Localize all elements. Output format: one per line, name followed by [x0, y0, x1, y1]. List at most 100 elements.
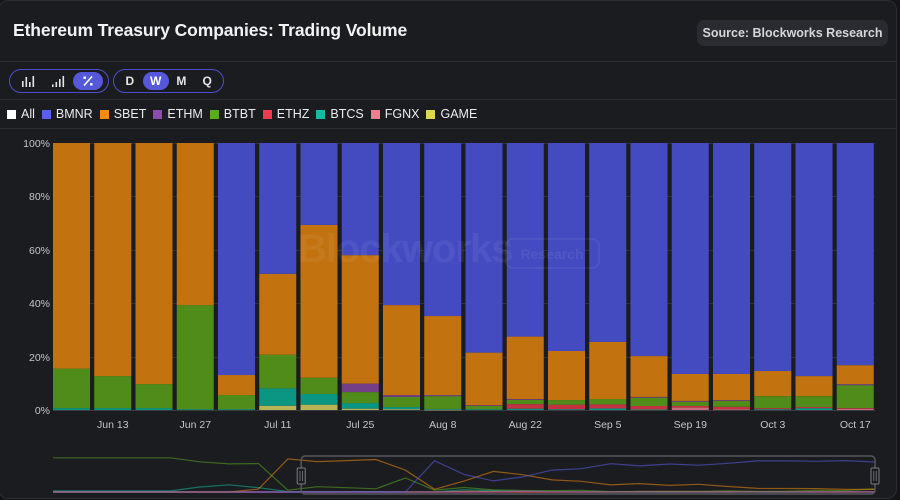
legend-item-all[interactable]: All [7, 107, 35, 121]
legend-label: ETHM [167, 107, 203, 121]
x-axis: Jun 13 Jun 27 Jul 11 Jul 25 Aug 8 Aug 22 Sep 5… [97, 419, 871, 431]
ascending-bars-icon [52, 76, 65, 87]
legend-item-fgnx[interactable]: FGNX [370, 107, 420, 121]
legend-item-sbet[interactable]: SBET [99, 107, 146, 121]
bar-segment-sbet [53, 143, 90, 369]
x-tick-label: Jun 27 [180, 419, 212, 431]
navigator-right-handle[interactable] [870, 467, 880, 485]
y-tick-label: 20% [29, 352, 50, 364]
bar-segment-bmnr [548, 143, 585, 351]
bar-segment-bmnr [341, 143, 379, 256]
bar-segment-sbet [671, 373, 709, 401]
bar-segment-sbet [341, 255, 379, 384]
bar-segment-fgnx [836, 408, 874, 410]
bar-segment-bmnr [713, 143, 750, 374]
bar-stack [383, 143, 420, 410]
legend-item-ethz[interactable]: ETHZ [262, 107, 309, 121]
legend-label: FGNX [384, 107, 420, 121]
bar-segment-game [424, 409, 462, 411]
bar-segment-btcs [383, 407, 420, 410]
bar-segment-ethz [589, 404, 627, 409]
y-tick-label: 80% [29, 191, 50, 203]
legend-item-game[interactable]: GAME [426, 107, 477, 121]
bar-segment-btbt [671, 401, 709, 406]
bar-stack [300, 143, 338, 410]
bar-stack [424, 143, 462, 411]
bar-segment-btcs [300, 393, 338, 405]
bar-segment-game [259, 405, 297, 410]
bar-segment-game [341, 408, 379, 410]
bar-segment-ethz [754, 408, 792, 410]
bar-segment-btbt [383, 396, 420, 408]
legend-item-bmnr[interactable]: BMNR [41, 107, 93, 121]
bar-segment-ethm [341, 383, 379, 393]
navigator-left-handle[interactable] [296, 467, 306, 485]
bar-stack [341, 143, 379, 410]
divider [0, 99, 896, 100]
bar-segment-ethz [671, 406, 709, 408]
bar-segment-bmnr [836, 143, 874, 366]
bar-stack [713, 143, 750, 410]
bar-segment-btbt [218, 395, 255, 410]
interval-monthly-button[interactable]: M [176, 74, 187, 88]
bar-segment-btbt [135, 384, 173, 409]
legend-item-btbt[interactable]: BTBT [209, 107, 256, 121]
handle-grip-icon[interactable] [870, 467, 880, 485]
interval-daily-button[interactable]: D [125, 74, 135, 88]
bar-segment-sbet [300, 224, 338, 378]
interval-quarterly-button[interactable]: Q [202, 74, 212, 88]
bar-segment-btbt [754, 396, 792, 409]
bar-segment-bmnr [795, 143, 833, 377]
bar-segment-fgnx [713, 409, 750, 410]
bar-segment-ethm [671, 400, 709, 402]
bar-stack [465, 143, 503, 410]
interval-weekly-button[interactable]: W [142, 72, 169, 90]
bar-segment-bmnr [754, 143, 792, 372]
bar-segment-sbet [713, 373, 750, 401]
bar-segment-btbt [506, 399, 544, 405]
interval-toggle: D W M Q [113, 69, 224, 93]
bar-segment-btcs [94, 408, 132, 410]
bar-segment-btbt [300, 377, 338, 394]
ascending-bars-mode-button[interactable] [43, 72, 73, 90]
bar-segment-btcs [135, 408, 173, 410]
bar-segment-ethz [836, 408, 874, 409]
legend-swatch [426, 109, 436, 119]
bar-segment-ethz [795, 407, 833, 409]
percent-mode-button[interactable] [73, 72, 103, 90]
bar-segment-btcs [795, 408, 833, 410]
handle-grip-icon[interactable] [296, 467, 306, 485]
bar-segment-bmnr [465, 143, 503, 353]
page-title: Ethereum Treasury Companies: Trading Vol… [13, 20, 408, 40]
legend-item-ethm[interactable]: ETHM [153, 107, 203, 121]
x-tick-label: Sep 19 [674, 419, 707, 431]
bar-stack [836, 143, 874, 410]
legend-label: GAME [440, 107, 478, 121]
bar-stack [754, 143, 792, 410]
bar-segment-sbet [176, 143, 214, 306]
y-axis: 0% 20% 40% 60% 80% 100% [23, 138, 50, 417]
bar-segment-bmnr [218, 143, 255, 376]
bar-stack [506, 143, 544, 410]
legend-label: BTCS [330, 107, 364, 121]
x-tick-label: Oct 3 [760, 419, 785, 431]
bar-segment-btbt [259, 354, 297, 389]
bar-segment-btbt [795, 396, 833, 408]
legend-swatch [370, 109, 380, 119]
bar-segment-bmnr [630, 143, 668, 357]
bar-segment-btcs [630, 409, 668, 411]
bar-stack [259, 143, 297, 410]
legend-label: BTBT [223, 107, 256, 121]
bar-chart-icon [22, 76, 35, 87]
navigator [53, 455, 880, 495]
bar-segment-btbt [589, 399, 627, 405]
navigator-line-bmnr [53, 459, 876, 493]
bar-stack [94, 143, 132, 410]
source-badge[interactable]: Source: Blockworks Research [697, 20, 888, 46]
legend-item-btcs[interactable]: BTCS [316, 107, 364, 121]
divider [0, 61, 896, 62]
stacked-bars-mode-button[interactable] [13, 72, 43, 90]
legend-swatch [209, 109, 219, 119]
x-tick-label: Aug 22 [509, 419, 542, 431]
bar-stacks [53, 143, 874, 411]
